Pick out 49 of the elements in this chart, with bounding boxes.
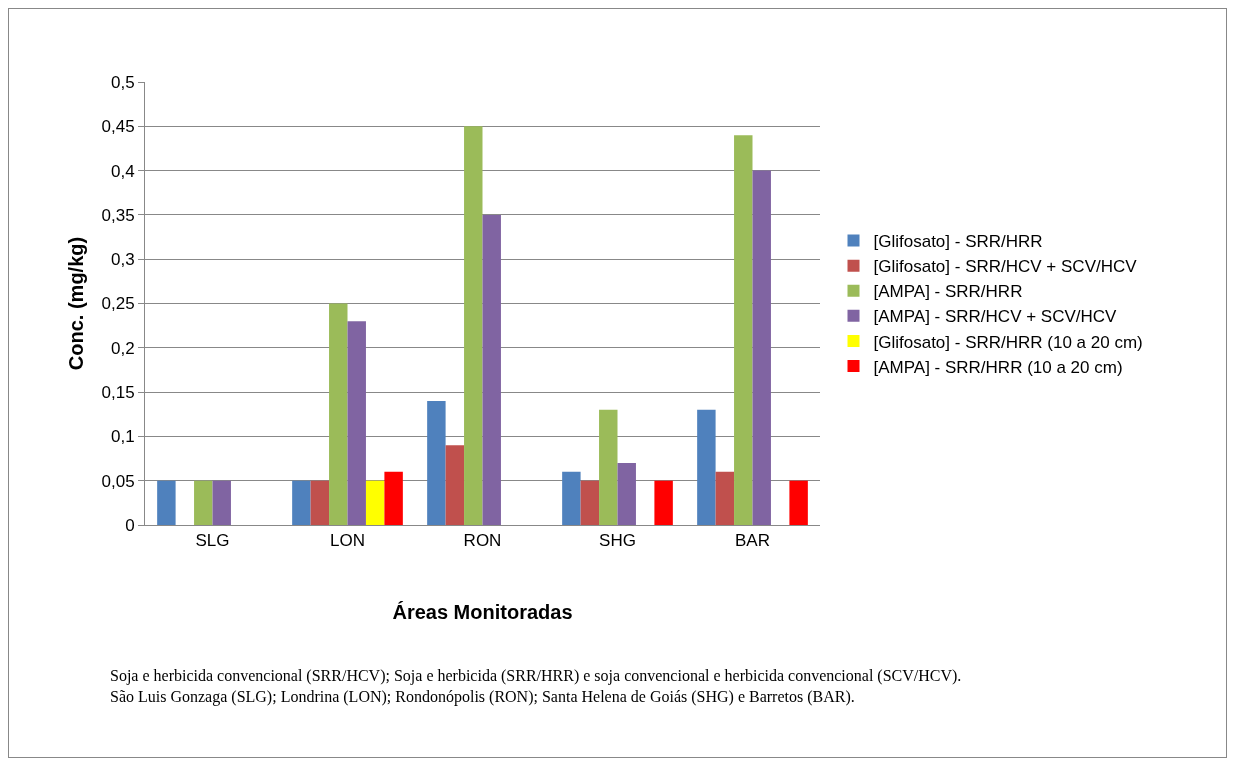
y-tick-label: 0,15: [101, 383, 135, 403]
bar: [580, 480, 600, 525]
bar: [365, 480, 385, 525]
bar: [734, 135, 753, 525]
x-tick-label: SLG: [195, 531, 230, 551]
bar: [212, 480, 231, 525]
y-axis-title: Conc. (mg/kg): [65, 236, 88, 371]
legend-label: [AMPA] - SRR/HRR (10 a 20 cm): [873, 357, 1123, 377]
bar: [752, 170, 771, 525]
bar: [384, 471, 403, 525]
x-tick-label: RON: [463, 531, 502, 551]
y-tick-label: 0: [125, 515, 135, 535]
legend-label: [AMPA] - SRR/HRR: [873, 282, 1023, 302]
x-axis-title: Áreas Monitoradas: [392, 600, 573, 623]
y-tick-label: 0,25: [101, 294, 135, 314]
y-tick-label: 0,3: [110, 250, 135, 270]
y-tick-label: 0,1: [110, 427, 135, 447]
bar: [347, 321, 366, 525]
y-tick-label: 0,45: [101, 117, 135, 137]
legend-label: [AMPA] - SRR/HCV + SCV/HCV: [873, 307, 1118, 327]
legend-label: [Glifosato] - SRR/HCV + SCV/HCV: [873, 257, 1138, 277]
text: São Luis Gonzaga (SLG); Londrina (LON); Rondonópolis (RON); Santa Helena de Goiás (SHG) e Barretos (BAR).: [110, 687, 856, 707]
bar: [157, 480, 176, 525]
x-tick-label: SHG: [599, 531, 636, 551]
bar: [482, 214, 501, 525]
bar: [599, 409, 618, 525]
y-tick-label: 0,2: [110, 338, 135, 358]
legend-label: [Glifosato] - SRR/HRR: [873, 232, 1043, 252]
y-tick-label: 0,4: [110, 161, 135, 181]
bar: [292, 480, 311, 525]
bar: [789, 480, 808, 525]
y-tick-label: 0,35: [101, 205, 135, 225]
x-tick-label: LON: [330, 531, 365, 551]
bar: [427, 400, 446, 525]
bar: [715, 471, 735, 525]
text: Soja e herbicida convencional (SRR/HCV); Soja e herbicida (SRR/HRR) e soja convencional e herbicida convencional (SCV/HCV).: [110, 666, 963, 686]
x-tick-label: BAR: [735, 531, 770, 551]
legend-label: [Glifosato] - SRR/HRR (10 a 20 cm): [873, 332, 1143, 352]
bar: [654, 480, 673, 525]
bar: [617, 462, 636, 525]
bar: [329, 303, 348, 525]
y-tick-label: 0,05: [101, 471, 135, 491]
bar: [445, 445, 465, 525]
bar: [194, 480, 213, 525]
bar: [562, 471, 581, 525]
bar: [310, 480, 330, 525]
y-tick-label: 0,5: [110, 72, 135, 92]
bar: [697, 409, 716, 525]
bar: [464, 126, 483, 525]
